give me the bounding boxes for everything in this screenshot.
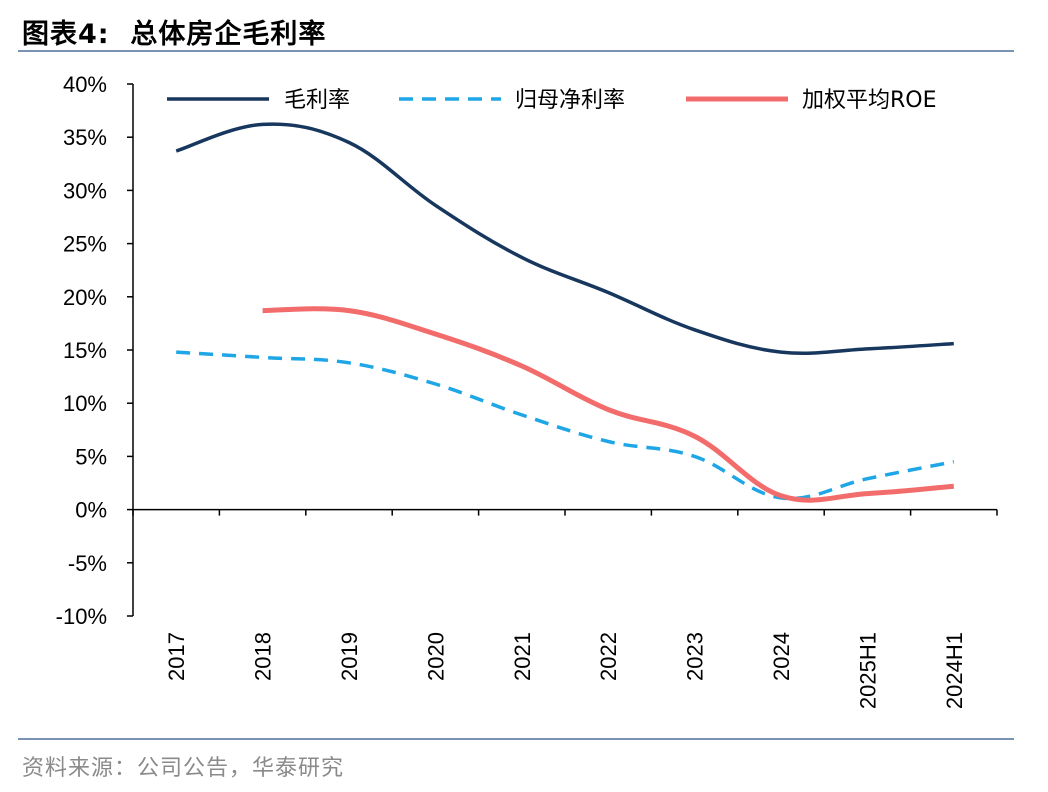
chart-legend: 毛利率 归母净利率 加权平均ROE (167, 88, 937, 113)
chart-series (175, 122, 955, 503)
x-tick-label: 2017 (164, 632, 189, 681)
y-tick-label: 40% (63, 72, 107, 97)
title-divider (18, 50, 1014, 52)
y-tick-label: 5% (75, 444, 107, 469)
source-note: 资料来源：公司公告，华泰研究 (22, 756, 345, 781)
y-tick-label: 25% (63, 232, 107, 257)
y-tick-label: 20% (63, 285, 107, 310)
series-line-3 (262, 306, 955, 503)
y-tick-label: -5% (68, 551, 107, 576)
y-axis: 40% 35% 30% 25% 20% 15% 10% 5% 0% -5% -10% (56, 72, 134, 629)
y-tick-label: 30% (63, 178, 107, 203)
y-tick-label: 15% (63, 338, 107, 363)
y-tick-label: 35% (63, 125, 107, 150)
series-line-1 (175, 122, 954, 356)
x-tick-label: 2020 (423, 632, 448, 681)
x-tick-label: 2018 (251, 632, 276, 681)
legend-label-1: 毛利率 (284, 88, 350, 113)
source-divider (18, 738, 1014, 740)
figure-title: 图表4: 总体房企毛利率 (22, 19, 327, 50)
x-tick-label: 2023 (683, 632, 708, 681)
x-tick-label: 2021 (510, 632, 535, 681)
x-tick-label: 2024 (769, 632, 794, 681)
x-tick-label: 2025H1 (855, 632, 880, 709)
x-axis: 2017 2018 2019 2020 2021 2022 2023 2024 2025H1 20… (132, 508, 998, 709)
x-tick-label: 2024H1 (942, 632, 967, 709)
y-tick-label: 10% (63, 391, 107, 416)
legend-label-2: 归母净利率 (515, 88, 625, 113)
y-tick-label: 0% (75, 498, 107, 523)
x-tick-label: 2022 (596, 632, 621, 681)
x-tick-label: 2019 (337, 632, 362, 681)
legend-label-3: 加权平均ROE (802, 88, 937, 113)
series-line-2 (176, 350, 955, 501)
y-tick-label: -10% (56, 604, 107, 629)
